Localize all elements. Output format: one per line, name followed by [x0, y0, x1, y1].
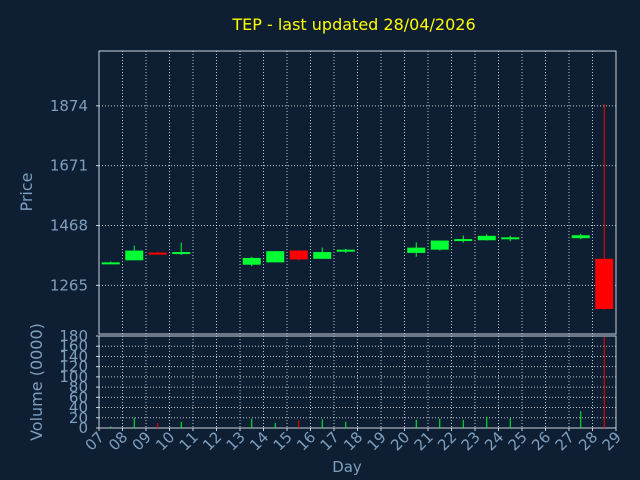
candle-body	[571, 235, 590, 239]
candle-body	[595, 258, 614, 309]
candle-body	[313, 252, 332, 259]
price-tick-label: 1265	[50, 276, 88, 294]
price-axis-label: Price	[17, 172, 36, 211]
volume-tick-label: 140	[59, 347, 88, 365]
volume-grid	[99, 336, 616, 428]
candle-body	[101, 262, 120, 265]
volume-tick-label: 120	[59, 358, 88, 376]
candle-body	[125, 250, 144, 261]
volume-tick-label: 0	[78, 419, 88, 437]
candle-body	[336, 249, 355, 252]
price-panel-frame	[98, 50, 617, 335]
candle-body	[430, 240, 449, 250]
chart-title: TEP - last updated 28/04/2026	[231, 15, 475, 34]
candle-body	[501, 237, 520, 240]
volume-tick-label: 40	[69, 399, 88, 417]
candle-body	[148, 252, 167, 255]
price-tick-label: 1468	[50, 217, 88, 235]
price-tick-label: 1874	[50, 97, 88, 115]
candle-body	[242, 257, 261, 265]
candles	[101, 104, 614, 310]
candle-body	[266, 251, 285, 263]
candle-body	[477, 235, 496, 241]
price-grid	[99, 51, 616, 334]
volume-bars	[110, 337, 605, 428]
price-tick-labels: 1874 1671 1468 1265	[50, 97, 99, 294]
x-axis-label: Day	[332, 458, 362, 476]
volume-tick-label: 80	[69, 378, 88, 396]
candle-body	[407, 247, 426, 253]
volume-tick-label: 20	[69, 409, 88, 427]
volume-tick-label: 100	[59, 368, 88, 386]
x-tick-labels: 0708091011121314151617181920212223242526…	[82, 428, 625, 454]
candle-body	[172, 252, 191, 255]
volume-axis-label: Volume (0000)	[27, 323, 46, 441]
volume-tick-label: 160	[59, 337, 88, 355]
volume-tick-label: 180	[59, 327, 88, 345]
candle-body	[454, 239, 473, 242]
price-tick-label: 1671	[50, 157, 88, 175]
volume-tick-label: 60	[69, 388, 88, 406]
candle-body	[289, 250, 308, 260]
